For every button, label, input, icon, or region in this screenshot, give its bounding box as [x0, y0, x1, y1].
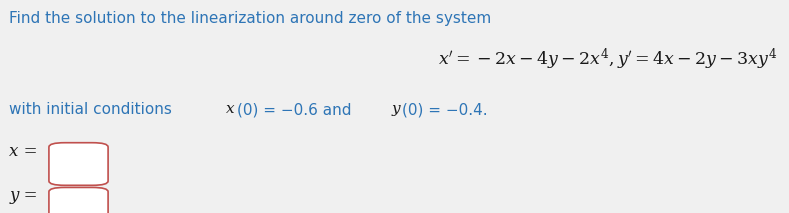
FancyBboxPatch shape	[49, 187, 108, 213]
Text: $x' = -2x - 4y - 2x^{4}, y' = 4x - 2y - 3xy^{4}$: $x' = -2x - 4y - 2x^{4}, y' = 4x - 2y - …	[438, 47, 777, 72]
Text: with initial conditions: with initial conditions	[9, 102, 178, 117]
Text: x: x	[226, 102, 234, 116]
Text: y =: y =	[9, 187, 38, 204]
Text: y: y	[391, 102, 400, 116]
Text: (0) = −0.6 and: (0) = −0.6 and	[237, 102, 357, 117]
FancyBboxPatch shape	[49, 143, 108, 185]
Text: Find the solution to the linearization around zero of the system: Find the solution to the linearization a…	[9, 11, 492, 26]
Text: (0) = −0.4.: (0) = −0.4.	[402, 102, 488, 117]
Text: x =: x =	[9, 143, 38, 160]
